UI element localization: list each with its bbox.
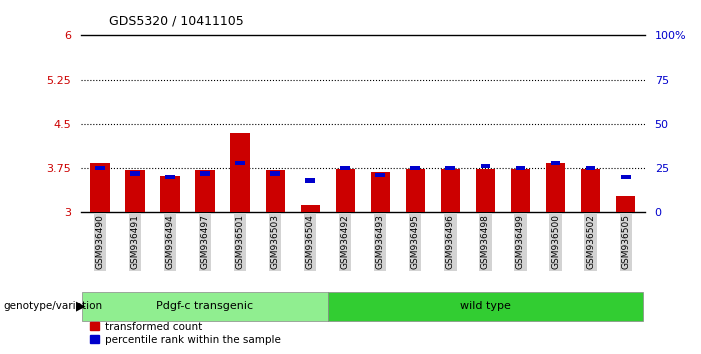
Bar xyxy=(621,175,631,179)
Bar xyxy=(327,292,644,321)
Text: GSM936496: GSM936496 xyxy=(446,214,455,269)
Bar xyxy=(236,161,245,165)
Bar xyxy=(266,170,285,212)
Text: GDS5320 / 10411105: GDS5320 / 10411105 xyxy=(109,15,243,28)
Bar xyxy=(376,173,386,177)
Bar xyxy=(83,292,327,321)
Bar xyxy=(476,169,495,212)
Bar xyxy=(410,166,420,170)
Text: GSM936502: GSM936502 xyxy=(586,214,595,269)
Bar xyxy=(406,169,425,212)
Bar xyxy=(585,166,595,170)
Text: Pdgf-c transgenic: Pdgf-c transgenic xyxy=(156,301,254,311)
Text: wild type: wild type xyxy=(460,301,511,311)
Bar xyxy=(341,166,350,170)
Bar xyxy=(371,172,390,212)
Bar xyxy=(90,164,109,212)
Text: GSM936499: GSM936499 xyxy=(516,214,525,269)
Bar xyxy=(551,161,561,165)
Text: GSM936500: GSM936500 xyxy=(551,214,560,269)
Bar xyxy=(581,169,600,212)
Bar xyxy=(130,171,140,176)
Bar xyxy=(616,196,635,212)
Text: GSM936495: GSM936495 xyxy=(411,214,420,269)
Bar xyxy=(305,178,315,183)
Bar xyxy=(546,164,565,212)
Bar xyxy=(165,175,175,179)
Text: GSM936494: GSM936494 xyxy=(165,214,175,269)
Legend: transformed count, percentile rank within the sample: transformed count, percentile rank withi… xyxy=(86,317,285,349)
Bar xyxy=(336,169,355,212)
Bar xyxy=(161,176,179,212)
Text: GSM936505: GSM936505 xyxy=(621,214,630,269)
Text: GSM936503: GSM936503 xyxy=(271,214,280,269)
Text: GSM936498: GSM936498 xyxy=(481,214,490,269)
Text: GSM936493: GSM936493 xyxy=(376,214,385,269)
Bar xyxy=(95,166,105,170)
Bar xyxy=(125,170,144,212)
Text: GSM936491: GSM936491 xyxy=(130,214,139,269)
Text: GSM936497: GSM936497 xyxy=(200,214,210,269)
Bar xyxy=(515,166,525,170)
Bar xyxy=(196,170,215,212)
Text: GSM936492: GSM936492 xyxy=(341,214,350,269)
Bar xyxy=(271,171,280,176)
Bar xyxy=(481,164,490,169)
Bar xyxy=(446,166,456,170)
Text: GSM936501: GSM936501 xyxy=(236,214,245,269)
Text: GSM936490: GSM936490 xyxy=(95,214,104,269)
Bar xyxy=(511,169,530,212)
Text: genotype/variation: genotype/variation xyxy=(4,301,102,311)
Bar xyxy=(200,171,210,176)
Bar xyxy=(441,169,460,212)
Bar xyxy=(301,205,320,212)
Text: ▶: ▶ xyxy=(76,300,86,313)
Bar xyxy=(231,133,250,212)
Text: GSM936504: GSM936504 xyxy=(306,214,315,269)
